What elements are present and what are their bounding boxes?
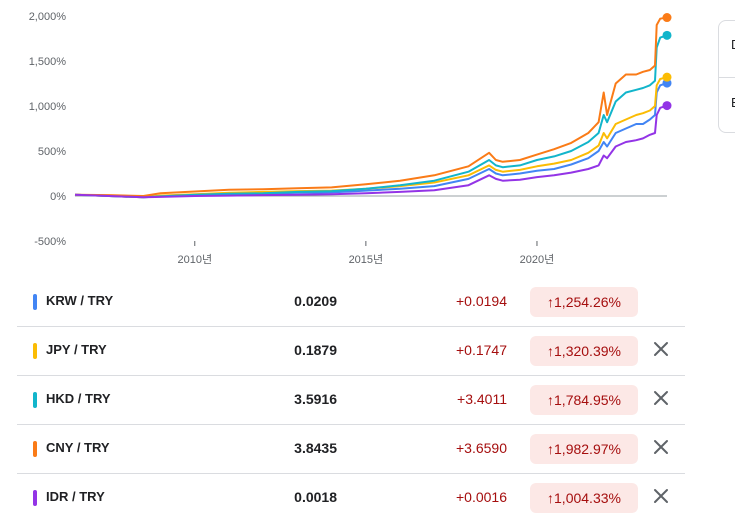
series-color-swatch (33, 392, 37, 408)
x-tick-label: 2020년 (520, 253, 555, 266)
table-row[interactable]: HKD / TRY 3.5916 +3.4011 ↑1,784.95% (17, 376, 685, 425)
price-value: 0.0209 (294, 293, 337, 309)
price-value: 0.0018 (294, 489, 337, 505)
currency-pair-label: CNY / TRY (46, 440, 110, 455)
side-panel-card[interactable]: D E (718, 20, 735, 133)
comparison-chart: 2,000% 1,500% 1,000% 500% 0% -500% 2010년 2015년 2… (29, 11, 672, 266)
series-color-swatch (33, 441, 37, 457)
series-end-point (662, 13, 672, 23)
side-panel-divider (719, 77, 735, 78)
table-row[interactable]: CNY / TRY 3.8435 +3.6590 ↑1,982.97% (17, 425, 685, 474)
currency-pair-label: HKD / TRY (46, 391, 111, 406)
table-row[interactable]: IDR / TRY 0.0018 +0.0016 ↑1,004.33% (17, 474, 685, 522)
percent-change-badge: ↑1,784.95% (530, 385, 638, 415)
y-tick-label: 1,000% (29, 101, 67, 113)
close-icon[interactable] (652, 487, 670, 505)
currency-pair-label: IDR / TRY (46, 489, 105, 504)
price-value: 3.8435 (294, 440, 337, 456)
percent-change-badge: ↑1,320.39% (530, 336, 638, 366)
series-end-point (662, 30, 672, 40)
comparison-table: KRW / TRY 0.0209 +0.0194 ↑1,254.26% JPY … (17, 278, 685, 522)
price-value: 3.5916 (294, 391, 337, 407)
series-end-point (662, 72, 672, 82)
currency-pair-label: KRW / TRY (46, 293, 114, 308)
change-value: +3.6590 (456, 440, 507, 456)
table-row[interactable]: KRW / TRY 0.0209 +0.0194 ↑1,254.26% (17, 278, 685, 327)
x-tick-label: 2010년 (177, 253, 212, 266)
change-value: +3.4011 (457, 391, 507, 407)
y-tick-label: -500% (34, 236, 66, 248)
series-color-swatch (33, 343, 37, 359)
change-value: +0.0016 (456, 489, 507, 505)
side-panel-item-1[interactable]: D (731, 37, 735, 52)
price-value: 0.1879 (294, 342, 337, 358)
y-tick-label: 0% (50, 191, 66, 203)
side-panel-item-2[interactable]: E (731, 95, 735, 110)
close-icon[interactable] (652, 438, 670, 456)
y-tick-label: 2,000% (29, 11, 67, 23)
close-icon[interactable] (652, 340, 670, 358)
close-icon[interactable] (652, 389, 670, 407)
series-line (74, 76, 668, 199)
series-line (74, 16, 668, 197)
table-row[interactable]: JPY / TRY 0.1879 +0.1747 ↑1,320.39% (17, 327, 685, 376)
x-tick-label: 2015년 (349, 253, 384, 266)
series-line (74, 104, 668, 199)
percent-change-badge: ↑1,982.97% (530, 434, 638, 464)
percent-change-badge: ↑1,004.33% (530, 483, 638, 513)
change-value: +0.1747 (456, 342, 507, 358)
currency-pair-label: JPY / TRY (46, 342, 107, 357)
y-tick-label: 500% (38, 146, 66, 158)
y-tick-label: 1,500% (29, 56, 67, 68)
percent-change-badge: ↑1,254.26% (530, 287, 638, 317)
series-color-swatch (33, 490, 37, 506)
change-value: +0.0194 (456, 293, 507, 309)
series-end-point (662, 101, 672, 111)
series-line (74, 82, 668, 199)
series-color-swatch (33, 294, 37, 310)
series-line (74, 34, 668, 199)
